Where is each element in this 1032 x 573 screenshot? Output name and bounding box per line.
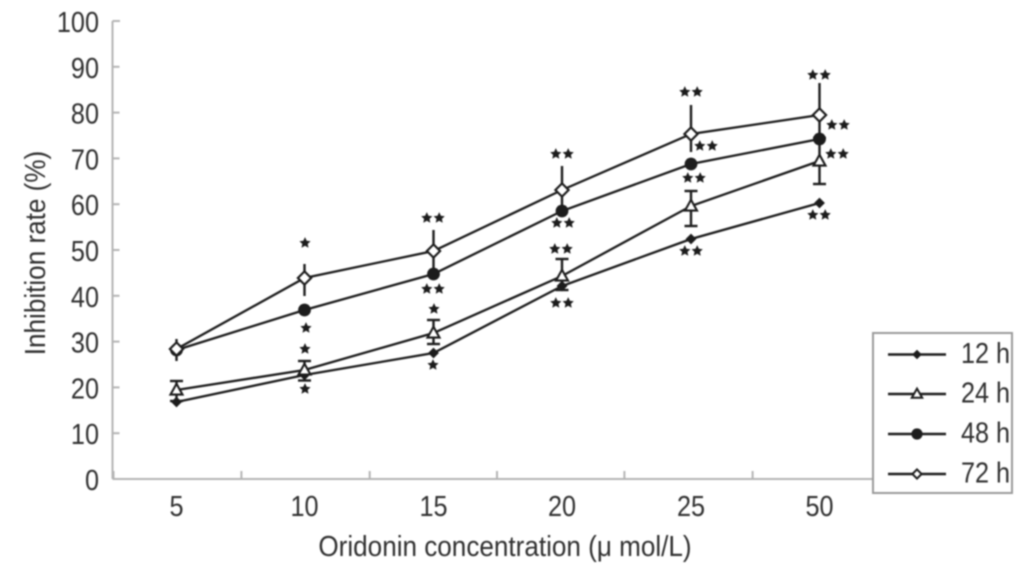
svg-text:70: 70: [71, 143, 99, 176]
svg-text:12 h: 12 h: [961, 336, 1010, 369]
svg-text:80: 80: [71, 97, 99, 130]
svg-text:100: 100: [57, 5, 99, 38]
svg-text:Inhibition rate (%): Inhibition rate (%): [19, 151, 52, 355]
svg-text:72 h: 72 h: [961, 456, 1010, 489]
svg-text:90: 90: [71, 51, 99, 84]
svg-text:20: 20: [548, 489, 576, 522]
svg-text:50: 50: [805, 489, 833, 522]
svg-text:Oridonin concentration (μ mol/: Oridonin concentration (μ mol/L): [318, 530, 691, 563]
svg-text:30: 30: [71, 326, 99, 359]
svg-text:50: 50: [71, 234, 99, 267]
svg-text:48 h: 48 h: [961, 416, 1010, 449]
svg-text:20: 20: [71, 372, 99, 405]
svg-text:10: 10: [71, 418, 99, 451]
svg-text:10: 10: [290, 489, 318, 522]
svg-text:40: 40: [71, 280, 99, 313]
svg-text:15: 15: [419, 489, 447, 522]
svg-text:24 h: 24 h: [961, 376, 1010, 409]
svg-text:5: 5: [169, 489, 183, 522]
svg-text:60: 60: [71, 189, 99, 222]
svg-text:25: 25: [677, 489, 705, 522]
svg-text:0: 0: [85, 463, 99, 496]
